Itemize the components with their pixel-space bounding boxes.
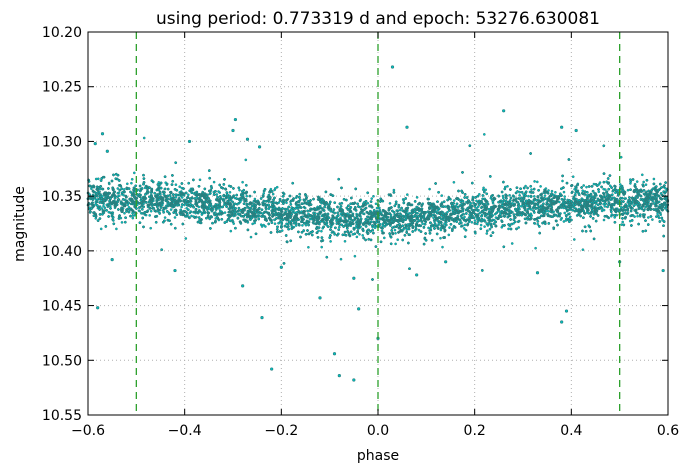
scatter-point-outlier xyxy=(352,276,356,280)
y-tick-label: 10.55 xyxy=(42,408,82,424)
y-tick-label: 10.35 xyxy=(42,189,82,205)
scatter-point-outlier xyxy=(502,109,506,113)
scatter-point-outlier xyxy=(357,307,361,311)
scatter-point-outlier xyxy=(332,352,337,356)
y-tick-label: 10.30 xyxy=(42,134,82,150)
scatter-points xyxy=(86,65,670,382)
scatter-point-outlier xyxy=(574,128,578,133)
y-axis-label: magnitude xyxy=(12,186,28,262)
scatter-point-outlier xyxy=(661,268,665,273)
scatter-point-outlier xyxy=(270,367,274,371)
x-tick-label: −0.6 xyxy=(71,423,105,439)
scatter-point-outlier xyxy=(337,374,341,378)
x-tick-label: 0.6 xyxy=(657,423,679,439)
x-tick-label: −0.2 xyxy=(264,423,298,439)
scatter-point-outlier xyxy=(245,137,250,141)
scatter-point-outlier xyxy=(96,306,100,310)
scatter-point-outlier xyxy=(173,268,177,273)
scatter-point-outlier xyxy=(93,142,97,146)
scatter-point-outlier xyxy=(100,132,105,136)
x-axis-label: phase xyxy=(357,448,399,464)
y-axis: 10.20 10.25 10.30 10.35 10.40 10.45 10.50 10.55 xyxy=(42,25,668,424)
scatter-point-outlier xyxy=(257,145,262,149)
scatter-point-cloud xyxy=(86,133,670,281)
scatter-point-outlier xyxy=(390,65,395,69)
reference-lines xyxy=(135,32,621,415)
x-tick-label: −0.4 xyxy=(168,423,202,439)
chart-title: using period: 0.773319 d and epoch: 5327… xyxy=(156,9,600,29)
scatter-point-outlier xyxy=(352,378,356,382)
scatter-point-outlier xyxy=(231,128,235,133)
scatter-point-outlier xyxy=(415,273,419,277)
x-tick-label: 0.0 xyxy=(367,423,389,439)
scatter-point-outlier xyxy=(279,265,283,269)
x-tick-label: 0.2 xyxy=(464,423,486,439)
y-tick-label: 10.45 xyxy=(42,299,82,315)
scatter-point-outlier xyxy=(535,271,540,275)
y-tick-label: 10.25 xyxy=(42,80,82,96)
scatter-point-outlier xyxy=(405,125,409,129)
scatter-point-outlier xyxy=(444,260,448,264)
scatter-point-outlier xyxy=(110,258,114,262)
scatter-point-outlier xyxy=(564,309,569,313)
scatter-point-outlier xyxy=(241,284,245,288)
x-axis: −0.6 −0.4 −0.2 0.0 0.2 0.4 0.6 xyxy=(71,32,679,439)
scatter-point-outlier xyxy=(318,296,322,300)
scatter-point-outlier xyxy=(560,125,564,129)
x-tick-label: 0.4 xyxy=(560,423,582,439)
y-tick-label: 10.40 xyxy=(42,244,82,260)
y-tick-label: 10.50 xyxy=(42,353,82,369)
scatter-point-outlier xyxy=(560,320,564,324)
scatter-point-outlier xyxy=(105,149,109,153)
scatter-point-outlier xyxy=(187,139,192,144)
scatter-point-outlier xyxy=(233,117,238,122)
scatter-point-outlier xyxy=(260,316,264,320)
y-tick-label: 10.20 xyxy=(42,25,82,41)
